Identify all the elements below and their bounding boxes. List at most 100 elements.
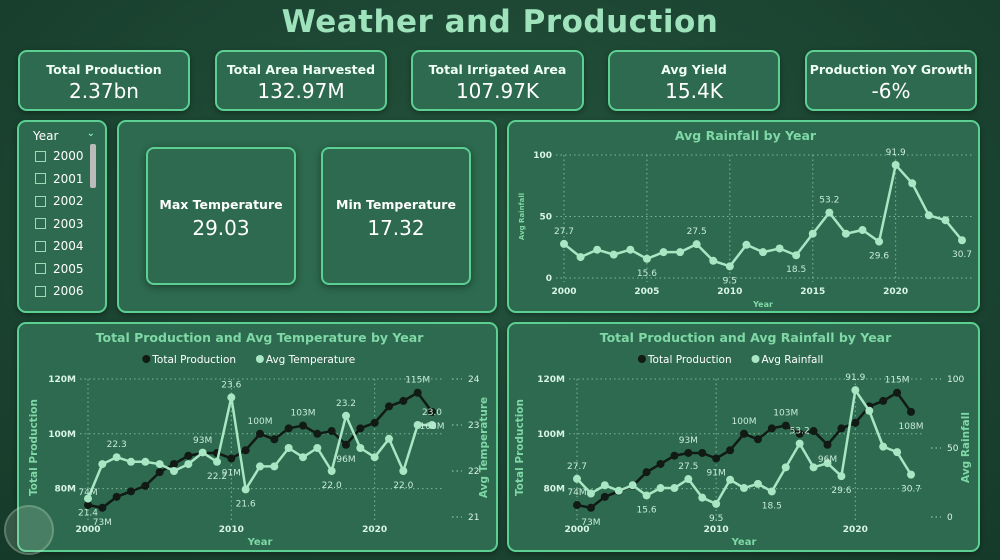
data-point <box>98 460 107 469</box>
checkbox[interactable] <box>35 218 46 230</box>
y-axis-label: Total Production <box>28 399 40 496</box>
data-point <box>413 388 422 397</box>
data-point <box>184 460 193 469</box>
data-point <box>112 453 121 462</box>
data-point <box>342 411 350 420</box>
data-point <box>256 429 264 438</box>
kpi-value: 107.97K <box>455 79 540 103</box>
data-point <box>284 424 293 433</box>
slicer-scrollbar[interactable] <box>90 144 96 188</box>
y2-tick-label: 0 <box>947 513 953 523</box>
slicer-item[interactable]: 2001 <box>35 168 105 191</box>
slicer-item[interactable]: 2002 <box>35 190 105 213</box>
min-temperature-card: Min Temperature 17.32 <box>321 147 471 285</box>
chevron-down-icon[interactable]: ⌄ <box>86 128 95 139</box>
slicer-title: Year <box>33 129 59 143</box>
y-tick-label: 120M <box>537 375 565 385</box>
x-axis-label: Year <box>731 537 757 548</box>
data-label: 18.5 <box>786 265 806 275</box>
slicer-item[interactable]: 2000 <box>35 145 105 168</box>
series-line <box>86 396 432 500</box>
slicer-item-label: 2005 <box>53 261 84 276</box>
data-label: 96M <box>818 455 837 465</box>
slicer-item[interactable]: 2005 <box>35 258 105 281</box>
production-rainfall-combo-chart: Total Production and Avg Rainfall by Yea… <box>514 330 972 548</box>
data-point <box>684 475 693 484</box>
data-point <box>958 236 966 245</box>
data-point <box>227 393 236 402</box>
y2-axis-label: Avg Temperature <box>478 397 490 498</box>
data-point <box>781 421 790 430</box>
slicer-item[interactable]: 2006 <box>35 280 105 303</box>
y-tick-label: 100M <box>537 430 565 440</box>
data-label: 29.6 <box>831 486 851 496</box>
data-label: 93M <box>679 436 698 446</box>
legend-marker <box>255 355 264 363</box>
data-point <box>670 484 679 493</box>
data-label: 15.6 <box>637 505 657 515</box>
checkbox[interactable] <box>35 195 46 207</box>
data-point <box>692 240 701 249</box>
data-label: 74M <box>567 488 586 498</box>
checkbox[interactable] <box>35 240 46 252</box>
slicer-item-label: 2004 <box>53 239 84 254</box>
data-point <box>726 475 735 484</box>
data-label: 73M <box>93 518 112 528</box>
data-point <box>560 239 568 248</box>
data-point <box>573 474 581 483</box>
data-point <box>84 501 92 510</box>
y2-tick-label: 50 <box>947 444 959 454</box>
kpi-label: Avg Yield <box>661 62 727 77</box>
data-label: 30.7 <box>901 485 921 495</box>
data-point <box>851 418 860 427</box>
data-label: 91.9 <box>845 373 865 383</box>
data-point <box>370 418 379 427</box>
data-point <box>600 492 609 501</box>
slicer-item[interactable]: 2004 <box>35 235 105 258</box>
data-point <box>270 462 279 471</box>
legend-label: Total Production <box>647 354 732 366</box>
checkbox[interactable] <box>35 150 46 162</box>
kpi-total-area-harvested: Total Area Harvested 132.97M <box>215 50 387 111</box>
data-point <box>792 251 801 260</box>
data-point <box>809 427 818 436</box>
checkbox[interactable] <box>35 285 46 297</box>
x-tick-label: 2015 <box>800 287 825 297</box>
chart-title: Total Production and Avg Temperature by … <box>96 330 425 345</box>
x-tick-label: 2010 <box>219 525 244 535</box>
data-point <box>841 229 850 238</box>
checkbox[interactable] <box>35 263 46 275</box>
data-point <box>84 494 92 503</box>
data-label: 91M <box>707 468 726 478</box>
data-label: 30.7 <box>952 250 972 260</box>
data-point <box>740 484 748 493</box>
data-point <box>684 448 693 457</box>
y-axis-label: Avg Rainfall <box>518 193 526 240</box>
data-point <box>837 472 846 481</box>
data-label: 91M <box>222 468 241 478</box>
y2-tick-label: 100 <box>947 375 964 385</box>
data-label: 15.6 <box>637 269 657 279</box>
data-point <box>879 396 888 405</box>
y-tick-label: 100M <box>48 430 76 440</box>
data-point <box>284 444 293 452</box>
x-tick-label: 2000 <box>75 525 100 535</box>
data-point <box>642 254 651 263</box>
x-tick-label: 2020 <box>843 525 868 535</box>
max-temperature-card: Max Temperature 29.03 <box>146 147 296 285</box>
data-point <box>642 468 651 477</box>
y2-tick-label: 21 <box>468 513 479 523</box>
checkbox[interactable] <box>35 173 46 185</box>
kpi-label: Production YoY Growth <box>809 62 973 77</box>
slicer-item[interactable]: 2003 <box>35 213 105 236</box>
data-point <box>891 160 900 169</box>
data-point <box>299 421 307 430</box>
data-point <box>626 245 635 254</box>
data-point <box>924 211 933 220</box>
min-temperature-value: 17.32 <box>367 216 425 240</box>
temperature-panel: Max Temperature 29.03 Min Temperature 17.3… <box>117 120 497 313</box>
production-temperature-combo-chart: Total Production and Avg Temperature by … <box>28 330 490 548</box>
chart-title: Total Production and Avg Rainfall by Yea… <box>600 330 892 345</box>
data-point <box>775 244 784 253</box>
data-label: 21.6 <box>236 499 256 509</box>
